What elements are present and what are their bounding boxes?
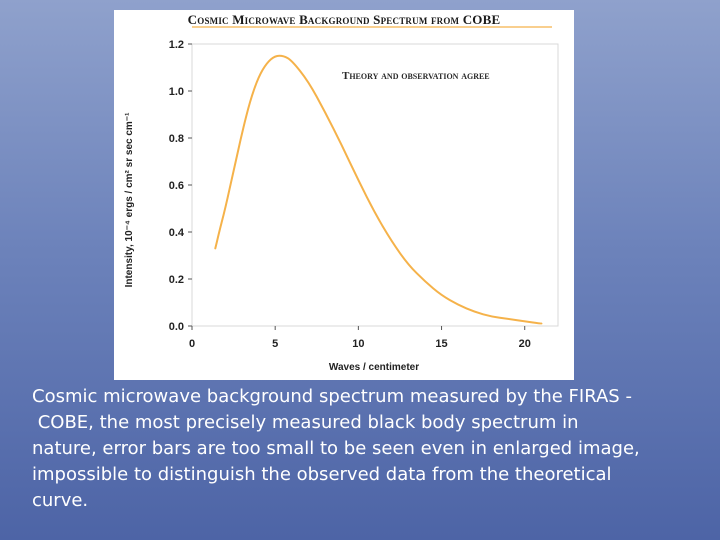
caption-line: Cosmic microwave background spectrum mea… (32, 386, 632, 407)
cmb-spectrum-chart: 0.0 0.2 0.4 0.6 0.8 1.0 1.2 0 5 10 15 20 (169, 26, 559, 350)
slide-caption: Cosmic microwave background spectrum mea… (32, 384, 702, 514)
y-tick-label: 0.4 (169, 227, 185, 239)
x-tick-label: 20 (519, 338, 531, 350)
y-tick-label: 0.6 (169, 180, 184, 192)
caption-line: nature, error bars are too small to be s… (32, 438, 640, 459)
caption-line: COBE, the most precisely measured black … (32, 412, 579, 433)
y-tick-label: 0.8 (169, 133, 184, 145)
caption-line: curve. (32, 490, 89, 511)
x-tick-label: 5 (272, 338, 278, 350)
x-tick-label: 15 (435, 338, 447, 350)
y-tick-label: 1.2 (169, 39, 184, 51)
chart-title: Cosmic Microwave Background Spectrum fro… (187, 12, 501, 27)
x-tick-label: 10 (352, 338, 364, 350)
x-axis-label: Waves / centimeter (328, 362, 420, 373)
chart-annotation: Theory and observation agree (342, 70, 490, 82)
x-tick-label: 0 (189, 338, 195, 350)
plot-frame (191, 43, 559, 327)
y-tick-label: 0.2 (169, 274, 184, 286)
chart-card: 0.0 0.2 0.4 0.6 0.8 1.0 1.2 0 5 10 15 20 Cosmic Mic… (114, 10, 574, 380)
caption-line: impossible to distinguish the observed d… (32, 464, 612, 485)
spectrum-line (214, 54, 543, 325)
y-axis-label: Intensity, 10⁻⁴ ergs / cm² sr sec cm⁻¹ (124, 112, 135, 288)
y-tick-label: 0.0 (169, 321, 184, 333)
y-tick-label: 1.0 (169, 86, 184, 98)
